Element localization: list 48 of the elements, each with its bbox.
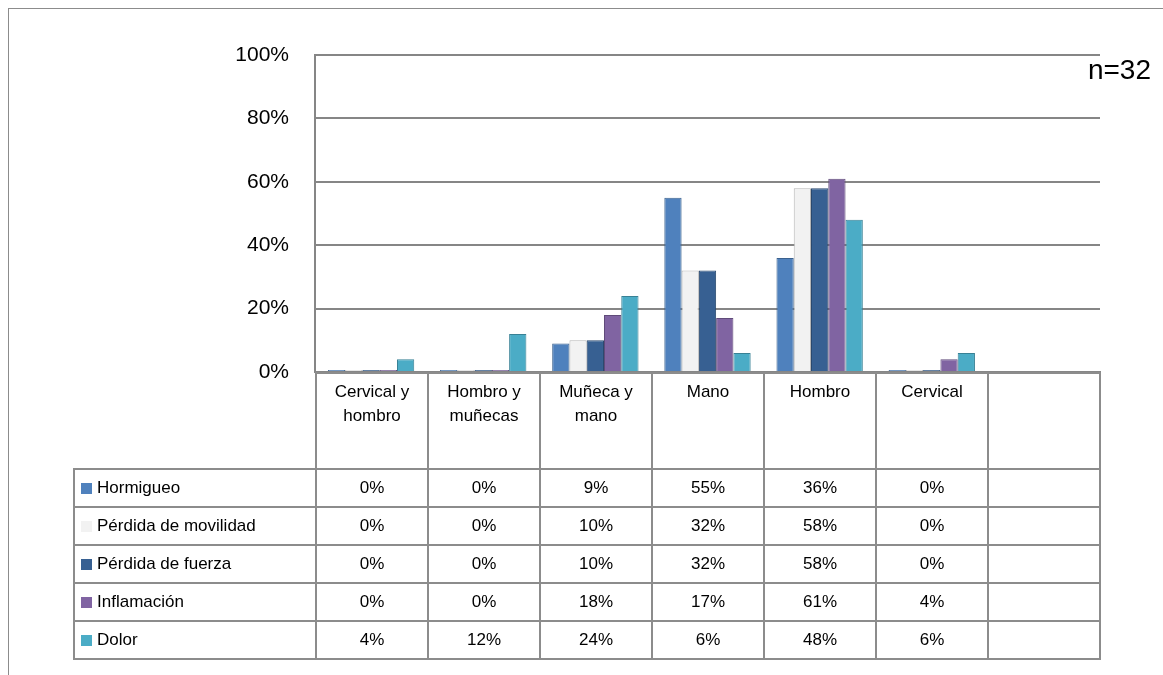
data-label: 36%	[764, 469, 876, 507]
x-tick-label: Muñeca y mano	[540, 373, 652, 469]
data-label: 0%	[428, 545, 540, 583]
data-label: 10%	[540, 545, 652, 583]
data-label: 58%	[764, 507, 876, 545]
x-tick-label: Cervical	[876, 373, 988, 469]
data-label: 24%	[540, 621, 652, 659]
data-label: 17%	[652, 583, 764, 621]
data-label: 32%	[652, 507, 764, 545]
data-label: 0%	[428, 469, 540, 507]
y-tick-label: 20%	[246, 295, 289, 319]
y-tick-label: 80%	[246, 105, 289, 129]
x-tick-label: Cervical y hombro	[316, 373, 428, 469]
data-label: 10%	[540, 507, 652, 545]
data-label: 0%	[428, 507, 540, 545]
data-label: 6%	[876, 621, 988, 659]
data-label: 0%	[876, 545, 988, 583]
data-label: 4%	[316, 621, 428, 659]
x-tick-label: Hombro y muñecas	[428, 373, 540, 469]
y-tick-label: 100%	[235, 41, 289, 65]
data-label: 55%	[652, 469, 764, 507]
legend-label: Hormigueo	[74, 469, 316, 507]
data-label: 4%	[876, 583, 988, 621]
data-label: 9%	[540, 469, 652, 507]
legend-label: Inflamación	[74, 583, 316, 621]
y-tick-label: 40%	[246, 232, 289, 255]
data-label: 48%	[764, 621, 876, 659]
data-label: 0%	[316, 583, 428, 621]
legend-label: Pérdida de fuerza	[74, 545, 316, 583]
data-label: 61%	[764, 583, 876, 621]
y-tick-label: 0%	[258, 358, 289, 382]
data-label: 0%	[316, 469, 428, 507]
annotation: n=32	[1087, 54, 1151, 86]
x-tick-label: Hombro	[764, 373, 876, 469]
legend-label: Pérdida de movilidad	[74, 507, 316, 545]
data-label: 12%	[428, 621, 540, 659]
data-label: 32%	[652, 545, 764, 583]
y-tick-label: 60%	[246, 168, 289, 192]
data-label: 0%	[316, 545, 428, 583]
x-tick-label: Mano	[652, 373, 764, 469]
data-label: 0%	[428, 583, 540, 621]
data-label: 58%	[764, 545, 876, 583]
data-label: 0%	[876, 507, 988, 545]
data-label: 0%	[316, 507, 428, 545]
data-label: 18%	[540, 583, 652, 621]
data-label: 0%	[876, 469, 988, 507]
legend-label: Dolor	[74, 621, 316, 659]
data-label: 6%	[652, 621, 764, 659]
